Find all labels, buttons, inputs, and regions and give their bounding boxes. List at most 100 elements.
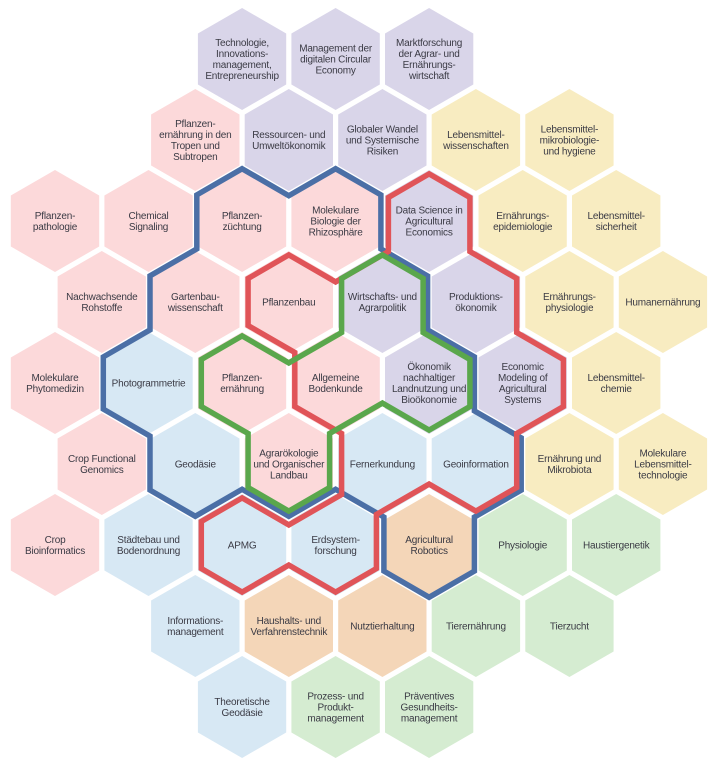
hex-label-line: Molekulare — [32, 373, 80, 384]
hex-tile: Produktions-ökonomik — [431, 251, 521, 353]
hex-tile: Agrarökologie und Organischer Landbau — [244, 413, 333, 515]
hex-label: Lebensmittel-chemie — [587, 373, 644, 395]
hex-shape — [244, 89, 333, 191]
hex-label-line: und Systemische — [346, 136, 420, 147]
hex-shape — [431, 413, 521, 515]
hex-label-line: Nachwachsende — [66, 292, 138, 303]
hex-shape — [104, 170, 193, 272]
hex-label: Wirtschafts- und Agrarpolitik — [348, 292, 417, 314]
hex-label-line: Wirtschafts- und — [348, 292, 417, 303]
hex-shape — [338, 575, 427, 677]
hex-label-line: Globaler Wandel — [347, 125, 418, 136]
hex-tile: Haustiergenetik — [572, 494, 661, 596]
hex-shape — [57, 413, 146, 515]
hex-label: Data Science in Agricultural Economics — [396, 206, 463, 239]
hex-label-line: Chemical — [128, 211, 168, 222]
hex-label-line: Informations- — [167, 616, 223, 627]
hex-label-line: epidemiologie — [493, 222, 553, 233]
hex-tile: Pflanzen-züchtung — [197, 170, 287, 272]
hex-tile: Economic Modeling of Agricultural Systems — [478, 332, 567, 434]
hex-tile: Nutztierhaltung — [338, 575, 427, 677]
hex-label-line: digitalen Circular — [300, 55, 372, 66]
hex-label-line: Pflanzen- — [222, 373, 262, 384]
hex-label: Globaler Wandel und Systemische Risiken — [346, 125, 420, 158]
hex-shape — [478, 170, 567, 272]
hex-label-line: Molekulare — [312, 206, 360, 217]
hex-label-line: Städtebau und — [117, 535, 179, 546]
hex-label-line: und Organischer — [253, 460, 325, 471]
hex-label-line: Produktions- — [449, 292, 503, 303]
hex-label-line: sicherheit — [596, 222, 637, 233]
hex-label-line: wissenschaft — [167, 303, 223, 314]
hex-shape — [385, 8, 474, 110]
hex-label-line: Signaling — [129, 222, 168, 233]
hex-label-line: Pflanzenbau — [262, 298, 315, 309]
hex-label: Ressourcen- und Umweltökonomik — [252, 130, 327, 152]
hex-tile: Erdsystem-forschung — [291, 494, 380, 596]
hex-shape — [431, 251, 521, 353]
hex-label-line: Bodenkunde — [309, 384, 364, 395]
hex-label: Theoretische Geodäsie — [214, 697, 270, 719]
hex-tile: Ernährungs-physiologie — [525, 251, 614, 353]
hex-label-line: Data Science in — [396, 206, 463, 217]
hex-label: Haustiergenetik — [583, 541, 651, 552]
hex-label-line: Agrarpolitik — [359, 303, 408, 314]
hex-tile: Pflanzenbau — [244, 251, 333, 353]
hex-label-line: Geodäsie — [221, 708, 263, 719]
hex-label: Tierzucht — [550, 622, 589, 633]
hex-label-line: Gartenbau- — [171, 292, 220, 303]
hex-label-line: Entrepreneurship — [205, 71, 279, 82]
hex-shape — [291, 8, 380, 110]
hex-label: Molekulare Biologie der Rhizosphäre — [309, 206, 364, 239]
hex-tile: Lebensmittel-chemie — [572, 332, 661, 434]
hex-label: APMG — [228, 541, 257, 552]
hex-shape — [338, 251, 427, 353]
hex-label-line: Landbau — [270, 471, 308, 482]
hex-label-line: Ressourcen- und — [252, 130, 325, 141]
hex-label-line: Physiologie — [498, 541, 548, 552]
hex-label-line: ökonomik — [455, 303, 497, 314]
hex-label: Physiologie — [498, 541, 548, 552]
hex-label: Marktforschung der Agrar- und Ernährungs-w… — [396, 38, 462, 82]
hex-tile: Molekulare Biologie der Rhizosphäre — [291, 170, 380, 272]
hex-shape — [151, 89, 240, 191]
hex-label-line: Economy — [315, 66, 355, 77]
hex-shape — [291, 332, 380, 434]
group-outline — [198, 251, 473, 515]
hex-label: Ernährungs-physiologie — [543, 292, 596, 314]
hex-label-line: Ernährungs- — [543, 292, 596, 303]
hex-tile: Molekulare Phytomedizin — [10, 332, 100, 434]
hex-shape — [338, 413, 427, 515]
hex-label-line: Tropen und — [171, 141, 220, 152]
group-outline — [100, 165, 524, 601]
hex-tile: Pflanzen-ernährung in den Tropen und Subtr… — [151, 89, 240, 191]
hex-label-line: APMG — [228, 541, 257, 552]
hex-label: Fernerkundung — [350, 460, 415, 471]
hex-shape — [618, 251, 708, 353]
hex-label-line: Mikrobiota — [547, 465, 592, 476]
hex-label: Prozess- und Produkt-management — [307, 692, 364, 725]
hex-tile: Photogrammetrie — [104, 332, 193, 434]
hex-shape — [525, 575, 614, 677]
group-outline — [198, 170, 567, 596]
hex-shape — [572, 332, 661, 434]
hex-label-line: chemie — [601, 384, 633, 395]
hex-tile: Humanernährung — [618, 251, 708, 353]
hex-label-line: Agrarökologie — [259, 449, 319, 460]
hex-tile: Lebensmittel-mikrobiologie-und hygiene — [525, 89, 614, 191]
hex-shape — [10, 494, 100, 596]
hex-label-line: Gesundheits- — [401, 703, 458, 714]
hex-label: Städtebau und Bodenordnung — [117, 535, 180, 557]
hex-label: Präventives Gesundheits-management — [401, 692, 458, 725]
hex-label-line: Nutztierhaltung — [350, 622, 414, 633]
hex-label-line: Systems — [504, 395, 541, 406]
hex-tile: Präventives Gesundheits-management — [385, 656, 474, 758]
hex-label-line: Theoretische — [214, 697, 270, 708]
hex-label-line: Crop — [45, 535, 67, 546]
hex-label: Management der digitalen Circular Economy — [299, 44, 373, 77]
hex-label-line: Ernährungs- — [403, 60, 456, 71]
hex-label: Pflanzenbau — [262, 298, 315, 309]
hex-label-line: Marktforschung — [396, 38, 462, 49]
hex-label-line: Economics — [406, 228, 453, 239]
hex-shape — [572, 494, 661, 596]
